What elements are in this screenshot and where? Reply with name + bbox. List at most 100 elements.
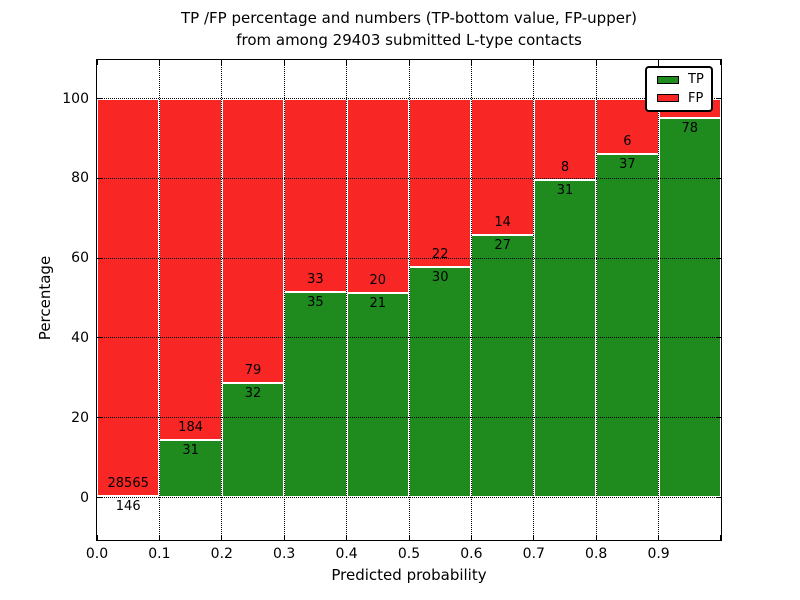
- gridline-horizontal: [97, 417, 721, 419]
- fp-count-label: 28565: [107, 475, 149, 491]
- fp-bar-segment: [533, 98, 597, 181]
- x-tick-mark: [470, 535, 472, 540]
- x-tick-mark: [408, 535, 410, 540]
- tp-bar-segment: [658, 118, 721, 498]
- x-tick-label: 0.4: [335, 546, 358, 562]
- fp-count-label: 20: [369, 273, 387, 289]
- fp-bar-segment: [97, 98, 160, 496]
- gridline-horizontal: [97, 497, 721, 498]
- y-axis-label: Percentage: [36, 255, 54, 341]
- x-tick-mark: [97, 535, 98, 540]
- plot-area: 28565 146 184 31 79 32 33 35 20 21 22 30 14 27 8 31 6 37 7…: [96, 59, 722, 541]
- x-tick-label: 0.8: [585, 546, 608, 562]
- tp-bar-segment: [471, 234, 534, 498]
- gridline-horizontal: [97, 337, 721, 339]
- fp-count-label: 184: [178, 420, 203, 436]
- tp-count-label: 146: [115, 498, 141, 514]
- gridline-vertical: [408, 60, 410, 540]
- fp-bar-segment: [284, 98, 347, 292]
- tp-count-label: 31: [556, 183, 574, 199]
- gridline-horizontal: [97, 257, 721, 259]
- legend-entry-fp: FP: [657, 92, 711, 105]
- fp-count-label: 14: [494, 214, 511, 230]
- y-tick-label: 0: [80, 489, 89, 506]
- tp-count-label: 21: [369, 296, 387, 312]
- x-tick-mark: [720, 535, 721, 540]
- y-tick-mark: [97, 98, 102, 99]
- gridline-vertical: [658, 60, 660, 540]
- y-tick-mark: [716, 337, 721, 339]
- x-axis-label: Predicted probability: [331, 566, 487, 584]
- y-tick-mark: [97, 417, 102, 419]
- x-tick-label: 0.3: [273, 546, 296, 562]
- y-tick-mark: [716, 177, 721, 179]
- legend: TP FP: [645, 66, 713, 112]
- fp-bar-segment: [221, 98, 285, 383]
- x-tick-mark: [470, 60, 472, 65]
- tp-count-label: 31: [182, 443, 199, 459]
- chart-title: TP /FP percentage and numbers (TP-bottom…: [97, 7, 721, 51]
- tp-count-label: 32: [244, 385, 262, 401]
- gridline-vertical: [595, 60, 597, 540]
- x-tick-label: 0.0: [85, 546, 109, 562]
- x-tick-label: 0.5: [397, 546, 421, 562]
- tp-bar-segment: [409, 267, 472, 498]
- tp-count-label: 27: [494, 237, 511, 253]
- tp-count-label: 35: [307, 295, 324, 310]
- x-tick-mark: [533, 60, 535, 65]
- y-tick-label: 100: [62, 90, 89, 107]
- legend-label-tp: TP: [688, 72, 704, 88]
- y-tick-mark: [97, 497, 102, 498]
- x-tick-mark: [595, 60, 597, 65]
- tp-count-label: 78: [681, 121, 699, 137]
- x-tick-mark: [346, 535, 348, 540]
- x-tick-mark: [346, 60, 348, 65]
- tp-bar-segment: [346, 293, 409, 498]
- y-tick-mark: [97, 177, 102, 179]
- x-tick-label: 0.1: [148, 546, 171, 562]
- fp-bar-segment: [471, 98, 534, 235]
- tp-bar-segment: [284, 292, 347, 498]
- gridline-horizontal: [97, 98, 721, 99]
- y-tick-label: 40: [71, 329, 89, 346]
- x-tick-label: 0.6: [460, 546, 483, 562]
- fp-bar-segment: [159, 98, 222, 441]
- chart-title-line1: TP /FP percentage and numbers (TP-bottom…: [181, 9, 637, 27]
- fp-count-label: 33: [307, 272, 324, 287]
- y-tick-label: 20: [71, 409, 89, 426]
- x-tick-mark: [158, 60, 160, 65]
- x-tick-mark: [97, 60, 98, 65]
- x-tick-mark: [158, 535, 160, 540]
- gridline-horizontal: [97, 177, 721, 179]
- x-tick-mark: [221, 60, 223, 65]
- x-tick-mark: [720, 60, 721, 65]
- x-tick-label: 0.7: [522, 546, 545, 562]
- gridline-vertical: [533, 60, 535, 540]
- x-tick-mark: [533, 535, 535, 540]
- y-tick-mark: [716, 98, 721, 99]
- x-tick-mark: [658, 60, 660, 65]
- fp-count-label: 6: [623, 134, 632, 150]
- y-tick-label: 80: [71, 170, 89, 187]
- tp-bar-segment: [596, 154, 659, 498]
- fp-bar-segment: [346, 98, 409, 294]
- legend-label-fp: FP: [688, 90, 704, 106]
- legend-entry-tp: TP: [657, 73, 711, 86]
- y-tick-mark: [716, 497, 721, 498]
- x-tick-mark: [595, 535, 597, 540]
- tp-count-label: 30: [431, 270, 449, 286]
- x-tick-mark: [221, 535, 223, 540]
- gridline-vertical: [470, 60, 472, 540]
- legend-swatch-fp-icon: [657, 94, 679, 103]
- x-tick-label: 0.2: [210, 546, 233, 562]
- tp-count-label: 37: [619, 157, 636, 173]
- y-tick-label: 60: [71, 250, 89, 267]
- fp-count-label: 22: [431, 247, 449, 263]
- fp-bar-segment: [409, 98, 472, 268]
- chart-title-line2: from among 29403 submitted L-type contac…: [236, 31, 582, 49]
- gridline-vertical: [158, 60, 160, 540]
- fp-count-label: 8: [560, 160, 570, 176]
- gridline-vertical: [346, 60, 348, 540]
- tp-bar-segment: [533, 180, 597, 498]
